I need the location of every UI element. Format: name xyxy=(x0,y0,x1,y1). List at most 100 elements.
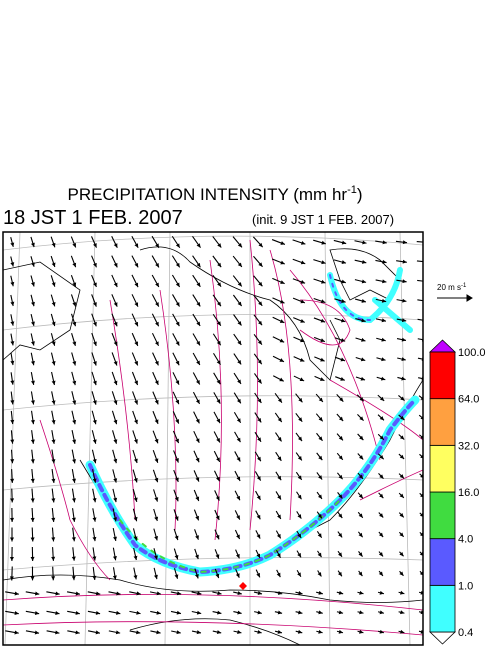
wind-arrow-head xyxy=(154,477,159,483)
wind-arrow-head xyxy=(176,610,181,615)
wind-arrow-head xyxy=(154,438,159,444)
wind-legend-text: 20 m s xyxy=(437,283,461,292)
wind-arrow xyxy=(234,470,241,482)
wind-arrow xyxy=(92,469,97,483)
wind-arrow xyxy=(112,567,117,580)
wind-arrow-head xyxy=(217,591,222,596)
wind-arrow-head xyxy=(153,574,158,580)
wind-arrow xyxy=(293,375,305,382)
wind-arrow xyxy=(378,531,384,538)
wind-arrow-head xyxy=(154,380,159,385)
wind-arrow-head xyxy=(196,301,201,307)
wind-arrow xyxy=(132,410,138,425)
wind-arrow-head xyxy=(321,279,326,284)
wind-arrow xyxy=(293,356,305,362)
wind-arrow xyxy=(108,630,121,635)
wind-arrow-shaft xyxy=(417,299,423,302)
wind-arrow-head xyxy=(400,629,405,634)
wind-arrow xyxy=(91,255,97,268)
wind-arrow-head xyxy=(51,517,56,522)
wind-arrow-head xyxy=(175,321,180,327)
wind-arrow xyxy=(51,488,56,503)
wind-arrow-shaft xyxy=(416,260,423,263)
wind-arrow xyxy=(275,471,282,481)
title-exponent: -1 xyxy=(347,184,357,196)
wind-arrow xyxy=(234,431,241,443)
wind-arrow xyxy=(71,508,76,522)
wind-arrow xyxy=(396,298,407,303)
wind-arrow xyxy=(5,610,19,615)
wind-arrow xyxy=(396,318,407,323)
wind-arrow-head xyxy=(10,478,15,483)
wind-arrow-head xyxy=(174,555,179,560)
wind-arrow-head xyxy=(113,341,118,346)
wind-arrow-head xyxy=(379,474,384,479)
wind-arrow xyxy=(92,547,97,561)
wind-arrow-head xyxy=(378,571,383,576)
map xyxy=(2,231,424,646)
wind-arrow-head xyxy=(279,319,285,323)
wind-arrow xyxy=(314,356,325,362)
wind-arrow xyxy=(398,610,405,615)
wind-arrow-head xyxy=(340,318,346,323)
wind-arrow-head xyxy=(51,282,56,287)
wind-arrow xyxy=(234,451,241,462)
wind-arrow xyxy=(71,410,77,425)
map-frame xyxy=(2,231,424,646)
wind-arrow-head xyxy=(338,474,343,480)
wind-arrow-head xyxy=(174,496,179,502)
wind-arrow xyxy=(398,531,405,538)
wind-arrow xyxy=(233,591,242,596)
wind-arrow xyxy=(112,527,117,542)
wind-arrow xyxy=(194,529,199,540)
wind-arrow xyxy=(232,236,243,248)
wind-arrow-head xyxy=(236,437,241,443)
wind-arrow-head xyxy=(155,341,159,346)
wind-arrow xyxy=(10,352,15,366)
wind-arrow-head xyxy=(400,396,405,401)
wind-arrow-head xyxy=(341,299,346,303)
wind-arrow-head xyxy=(317,533,322,538)
wind-arrow-head xyxy=(280,280,285,284)
wind-arrow xyxy=(30,507,35,523)
wind-arrow xyxy=(191,591,202,596)
wind-arrow-head xyxy=(256,572,260,578)
wind-arrow-head xyxy=(10,419,15,425)
wind-arrow-head xyxy=(300,260,306,265)
wind-arrow xyxy=(375,240,387,245)
wind-arrow xyxy=(131,371,139,386)
wind-arrow-head xyxy=(155,282,159,288)
wind-arrow-head xyxy=(51,400,56,405)
wind-arrow xyxy=(193,450,200,463)
wind-arrow-head xyxy=(256,514,261,520)
wind-arrow-head xyxy=(34,611,40,615)
wind-arrow xyxy=(398,453,405,460)
precipitation xyxy=(85,267,420,577)
wind-arrow-head xyxy=(195,457,200,463)
wind-arrow xyxy=(171,274,181,288)
wind-arrow xyxy=(10,449,15,464)
wind-arrow xyxy=(333,239,347,245)
wind-arrow-head xyxy=(320,318,326,323)
wind-arrow-head xyxy=(92,497,97,503)
wind-arrow xyxy=(212,294,222,307)
wind-arrow xyxy=(213,450,221,463)
colorbar-under xyxy=(429,631,456,645)
wind-arrow-head xyxy=(136,610,141,615)
wind-arrow xyxy=(132,528,138,541)
colorbar-bin xyxy=(429,491,456,540)
wind-arrow xyxy=(51,566,56,581)
wind-arrow xyxy=(336,433,344,441)
wind-arrow xyxy=(254,392,262,404)
wind-arrow-head xyxy=(215,534,220,540)
wind-arrow-head xyxy=(401,337,406,342)
wind-arrow-head xyxy=(196,341,200,346)
wind-arrow xyxy=(254,630,262,634)
wind-arrow xyxy=(377,453,385,460)
wind-arrow xyxy=(275,432,282,442)
wind-arrow-shaft xyxy=(417,338,423,341)
wind-arrow xyxy=(112,547,117,561)
wind-arrow xyxy=(173,489,179,502)
wind-arrow xyxy=(10,488,15,503)
wind-arrow-head xyxy=(277,591,283,595)
